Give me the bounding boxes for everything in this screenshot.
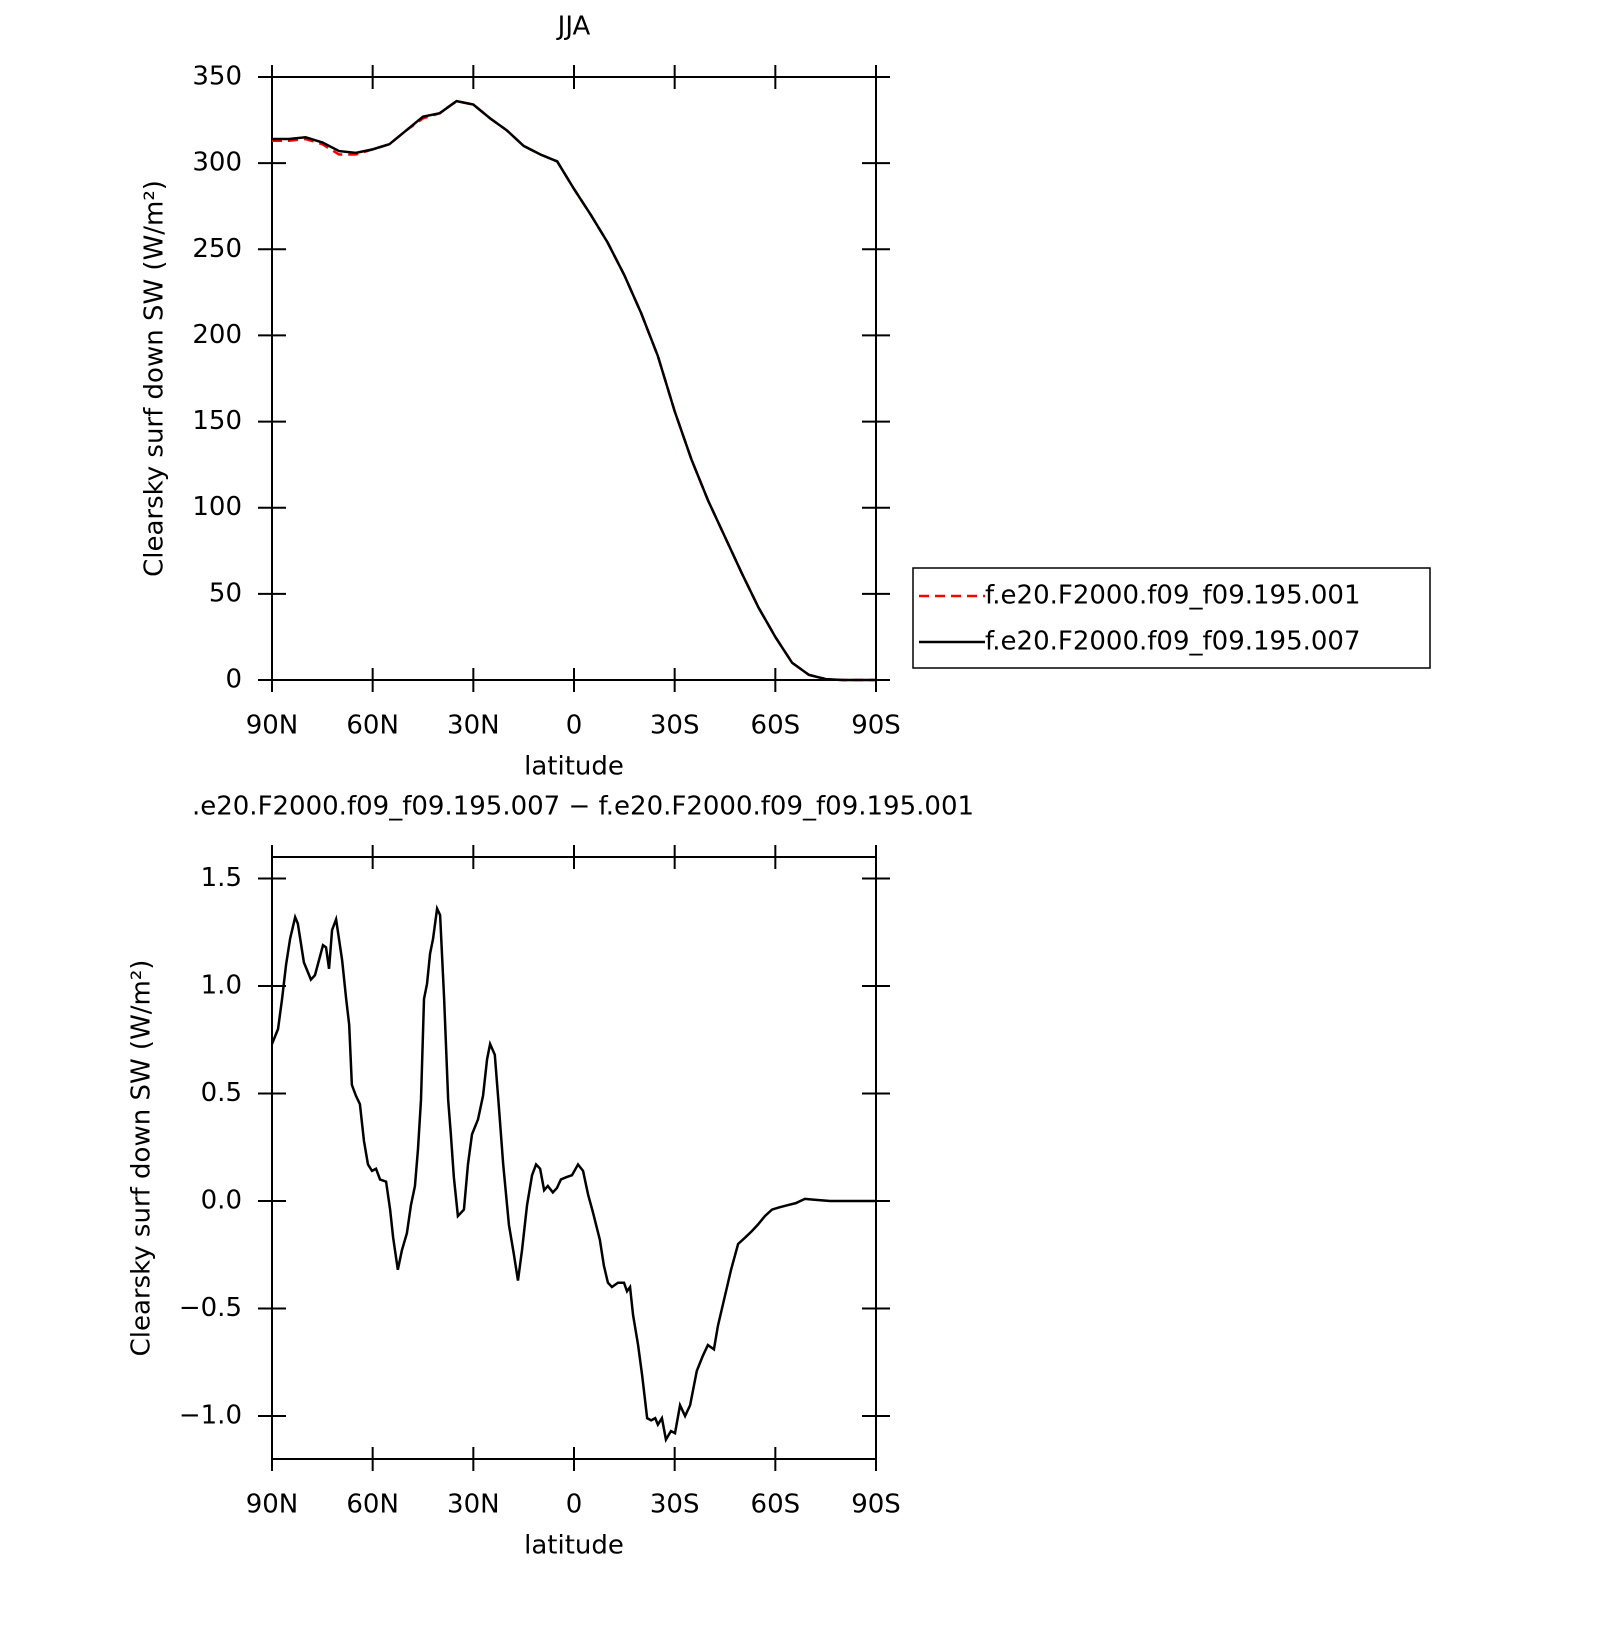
data-line [270,904,876,1444]
x-axis-label: latitude [524,752,624,782]
y-tick-label: 0 [225,665,242,695]
y-tick-label: 1.5 [201,863,242,893]
x-tick-label: 60S [751,711,801,741]
x-axis-label: latitude [524,1531,624,1561]
plot-frame [271,856,877,1460]
y-tick-label: 0.5 [201,1078,242,1108]
x-tick-label: 90N [246,1490,299,1520]
y-tick-label: 0.0 [201,1186,242,1216]
legend-box [912,567,1431,669]
y-tick-label: 50 [209,578,242,608]
y-tick-label: 150 [192,406,242,436]
y-axis-label: Clearsky surf down SW (W/m²) [140,180,170,577]
y-tick-label: 1.0 [201,971,242,1001]
x-tick-label: 30N [447,1490,500,1520]
x-tick-label: 90S [851,1490,901,1520]
chart-title: JJA [556,12,591,42]
legend-label: f.e20.F2000.f09_f09.195.007 [985,627,1361,657]
x-tick-label: 0 [566,1490,583,1520]
x-tick-label: 60S [751,1490,801,1520]
x-tick-label: 30S [650,1490,700,1520]
legend-label: f.e20.F2000.f09_f09.195.001 [985,581,1361,611]
x-tick-label: 90S [851,711,901,741]
x-tick-label: 0 [566,711,583,741]
y-tick-label: 100 [192,492,242,522]
x-tick-label: 30N [447,711,500,741]
x-tick-label: 60N [346,711,399,741]
y-tick-label: 300 [192,148,242,178]
x-tick-label: 30S [650,711,700,741]
y-tick-label: −0.5 [179,1293,242,1323]
data-line [272,99,876,682]
plot-frame [271,76,877,681]
y-axis-label: Clearsky surf down SW (W/m²) [127,960,157,1357]
y-tick-label: 250 [192,234,242,264]
chart-title: .e20.F2000.f09_f09.195.007 − f.e20.F2000… [192,792,974,822]
x-tick-label: 90N [246,711,299,741]
y-tick-label: 350 [192,62,242,92]
y-tick-label: −1.0 [179,1401,242,1431]
x-tick-label: 60N [346,1490,399,1520]
y-tick-label: 200 [192,320,242,350]
